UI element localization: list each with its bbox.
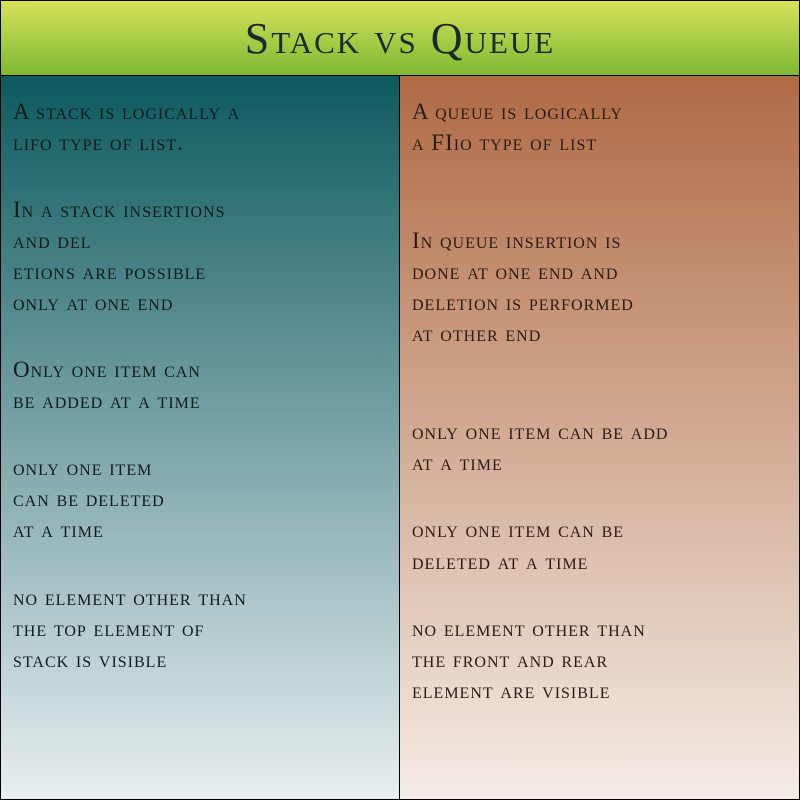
stack-point: only one item can be deleted at a time <box>13 452 387 545</box>
stack-column: A stack is logically a lifo type of list… <box>1 76 400 799</box>
queue-point: In queue insertion is done at one end an… <box>412 194 787 349</box>
stack-point: A stack is logically a lifo type of list… <box>13 96 387 158</box>
comparison-table: Stack vs Queue A stack is logically a li… <box>0 0 800 800</box>
stack-point: Only one item can be added at a time <box>13 354 387 416</box>
queue-point: only one item can be add at a time <box>412 385 787 478</box>
columns-wrapper: A stack is logically a lifo type of list… <box>1 76 799 799</box>
queue-point: only one item can be deleted at a time <box>412 514 787 576</box>
queue-point: A queue is logically a FIio type of list <box>412 96 787 158</box>
stack-point: In a stack insertions and del etions are… <box>13 194 387 318</box>
stack-point: no element other than the top element of… <box>13 582 387 675</box>
queue-point: no element other than the front and rear… <box>412 613 787 706</box>
header-bar: Stack vs Queue <box>1 1 799 76</box>
page-title: Stack vs Queue <box>245 13 555 64</box>
queue-column: A queue is logically a FIio type of list… <box>400 76 799 799</box>
